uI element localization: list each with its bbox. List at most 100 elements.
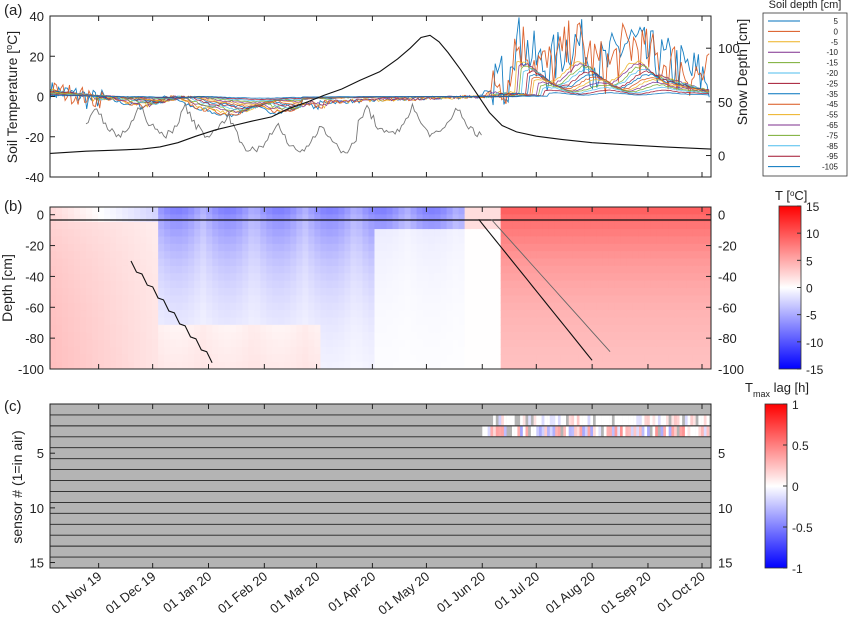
heatmap-cell <box>548 221 556 230</box>
heatmap-cell <box>50 229 57 238</box>
heatmap-cell <box>440 354 448 363</box>
heatmap-cell <box>392 310 400 319</box>
y-tick-label-a: -20 <box>25 130 44 145</box>
heatmap-cell <box>668 302 676 311</box>
heatmap-cell <box>176 265 183 274</box>
legend-box <box>762 12 848 177</box>
heatmap-cell <box>218 236 225 245</box>
heatmap-cell <box>200 310 207 319</box>
lag-cell <box>490 426 494 437</box>
heatmap-cell <box>686 243 694 252</box>
heatmap-cell <box>428 295 436 304</box>
heatmap-cell <box>578 295 586 304</box>
heatmap-cell <box>518 214 526 223</box>
heatmap-cell <box>542 221 550 230</box>
heatmap-cell <box>440 280 448 289</box>
heatmap-cell <box>158 273 165 282</box>
heatmap-cell <box>146 346 153 355</box>
heatmap-cell <box>494 324 502 333</box>
heatmap-cell <box>668 295 676 304</box>
lag-cell <box>671 415 675 426</box>
heatmap-cell <box>632 346 640 355</box>
heatmap-cell <box>68 236 75 245</box>
heatmap-cell <box>248 207 255 215</box>
heatmap-cell <box>200 280 207 289</box>
heatmap-cell <box>134 354 141 363</box>
heatmap-cell <box>506 346 514 355</box>
heatmap-cell <box>524 214 532 223</box>
sensor-lag-heatmap <box>482 415 710 437</box>
heatmap-cell <box>608 295 616 304</box>
heatmap-cell <box>416 258 424 267</box>
heatmap-cell <box>692 310 700 319</box>
heatmap-cell <box>572 339 580 348</box>
heatmap-cell <box>272 288 279 296</box>
heatmap-cell <box>248 339 255 348</box>
lag-cell <box>668 415 672 426</box>
heatmap-cell <box>422 273 430 282</box>
heatmap-cell <box>620 236 628 245</box>
heatmap-cell <box>74 258 81 267</box>
heatmap-cell <box>374 236 382 245</box>
heatmap-cell <box>278 317 285 326</box>
lag-cell <box>690 415 694 426</box>
heatmap-cell <box>650 221 658 230</box>
heatmap-cell <box>230 302 237 311</box>
heatmap-cell <box>596 207 604 215</box>
heatmap-cell <box>92 273 99 282</box>
heatmap-cell <box>632 236 640 245</box>
heatmap-cell <box>470 361 478 369</box>
heatmap-cell <box>302 339 309 348</box>
heatmap-cell <box>344 251 352 260</box>
heatmap-cell <box>668 221 676 230</box>
heatmap-cell <box>620 324 628 333</box>
heatmap-cell <box>404 310 412 319</box>
heatmap-cell <box>572 361 580 369</box>
heatmap-cell <box>80 258 87 267</box>
heatmap-cell <box>392 346 400 355</box>
heatmap-cell <box>206 229 213 238</box>
heatmap-cell <box>74 361 81 369</box>
heatmap-cell <box>500 302 508 311</box>
heatmap-cell <box>524 273 532 282</box>
heatmap-cell <box>422 251 430 260</box>
heatmap-cell <box>326 324 334 333</box>
heatmap-cell <box>464 332 472 341</box>
heatmap-cell <box>356 324 364 333</box>
heatmap-cell <box>278 273 285 282</box>
heatmap-cell <box>578 236 586 245</box>
heatmap-cell <box>668 280 676 289</box>
heatmap-cell <box>530 221 538 230</box>
heatmap-cell <box>632 302 640 311</box>
heatmap-cell <box>290 339 297 348</box>
heatmap-cell <box>98 317 105 326</box>
heatmap-cell <box>146 295 153 304</box>
heatmap-cell <box>308 236 315 245</box>
heatmap-cell <box>386 265 394 274</box>
heatmap-cell <box>662 243 670 252</box>
heatmap-cell <box>326 295 334 304</box>
heatmap-cell <box>422 288 430 296</box>
heatmap-cell <box>470 236 478 245</box>
panel-b-label: (b) <box>4 198 22 215</box>
heatmap-cell <box>596 280 604 289</box>
heatmap-cell <box>236 236 243 245</box>
heatmap-cell <box>386 221 394 230</box>
heatmap-cell <box>218 265 225 274</box>
heatmap-cell <box>254 251 261 260</box>
heatmap-cell <box>104 258 111 267</box>
heatmap-cell <box>230 251 237 260</box>
heatmap-cell <box>584 265 592 274</box>
heatmap-cell <box>386 273 394 282</box>
heatmap-cell <box>152 221 159 230</box>
thaw-front-secondary-line <box>490 219 611 353</box>
heatmap-cell <box>62 361 69 369</box>
lag-cell <box>687 415 691 426</box>
heatmap-cell <box>566 346 574 355</box>
y-tick-label-c: 10 <box>30 501 44 516</box>
heatmap-cell <box>140 354 147 363</box>
heatmap-cell <box>644 258 652 267</box>
heatmap-cell <box>446 354 454 363</box>
lag-cell <box>684 426 688 437</box>
heatmap-cell <box>542 265 550 274</box>
